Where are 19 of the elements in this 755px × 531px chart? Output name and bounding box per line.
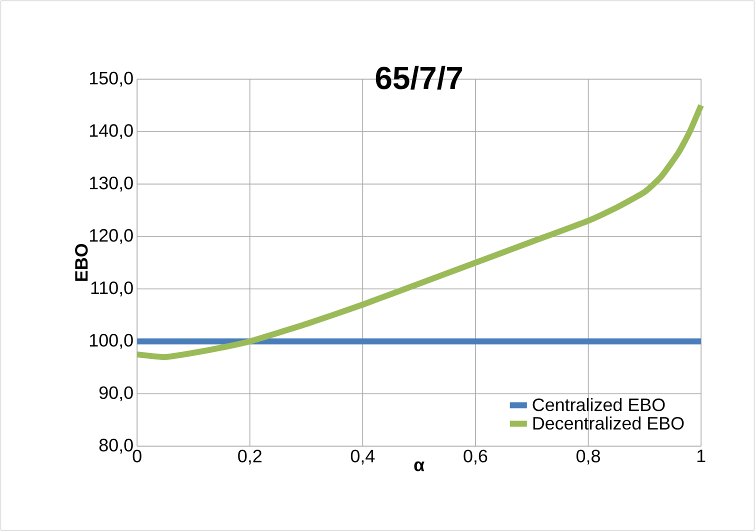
x-tick-label: 0 — [132, 450, 142, 462]
y-tick-label: 120,0 — [90, 229, 133, 244]
x-tick-label: 0,2 — [238, 450, 262, 465]
y-tick-label: 110,0 — [91, 281, 133, 296]
y-axis-title: EBO — [75, 244, 88, 281]
legend-label: Centralized EBO — [532, 398, 665, 412]
y-tick-label: 150,0 — [90, 72, 133, 87]
x-tick-label: 0,8 — [576, 450, 600, 465]
y-tick-label: 100,0 — [90, 334, 133, 349]
chart-title: 65/7/7 — [376, 66, 462, 90]
x-tick-label: 0,6 — [464, 450, 488, 465]
y-tick-label: 140,0 — [90, 124, 133, 140]
x-tick-label: 1 — [697, 450, 706, 462]
legend-label: Decentralized EBO — [533, 416, 684, 430]
y-tick-label: 90,0 — [99, 386, 133, 402]
y-tick-label: 130,0 — [90, 176, 133, 192]
y-tick-label: 80,0 — [99, 438, 133, 454]
x-axis-title: α — [414, 461, 424, 472]
x-tick-label: 0,4 — [350, 450, 375, 465]
